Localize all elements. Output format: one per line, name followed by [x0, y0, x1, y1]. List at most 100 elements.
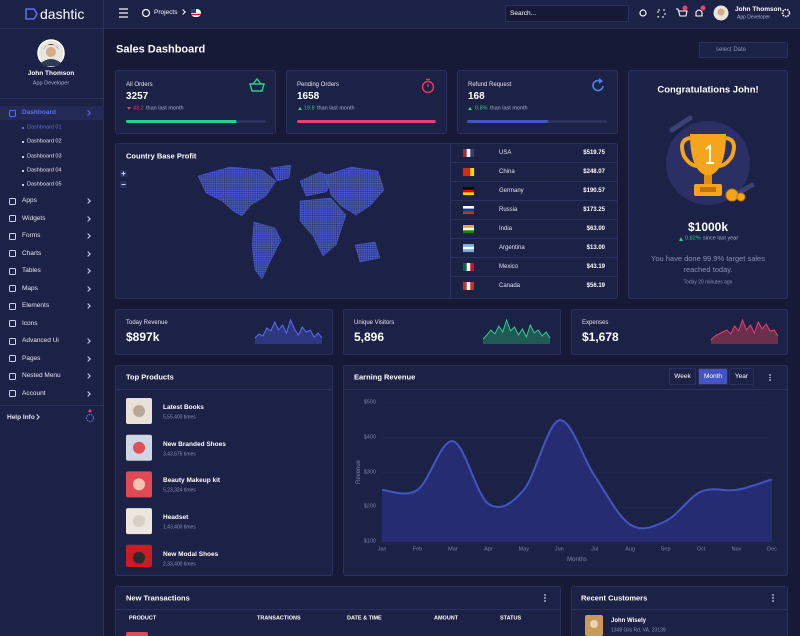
help-info[interactable]: Help Info — [7, 413, 35, 421]
x-tick-label: May — [518, 546, 530, 553]
top-user-role: App Developer — [737, 14, 771, 20]
submenu-item[interactable]: Dashboard 03 — [27, 153, 62, 160]
flag — [463, 282, 467, 290]
submenu-bullet — [22, 127, 24, 129]
progress-fill — [297, 120, 436, 123]
stat-change: 19.8 — [304, 104, 315, 111]
menu-item[interactable]: Nested Menu — [22, 371, 61, 379]
flag — [463, 244, 474, 247]
toggle-button-label[interactable]: Year — [734, 372, 749, 380]
sparkline-area — [711, 320, 778, 344]
map-region — [299, 197, 347, 257]
x-tick-label: Mar — [448, 546, 458, 553]
help-settings — [85, 413, 95, 423]
sidebar-divider — [0, 98, 104, 99]
trophy-plate — [700, 187, 716, 192]
menu-icon — [9, 197, 16, 205]
stat-value: 3257 — [126, 91, 149, 102]
stat-change: 43.2 — [133, 104, 144, 111]
menu-item[interactable]: Forms — [22, 231, 41, 239]
toggle-button[interactable] — [729, 368, 754, 385]
up-arrow — [298, 107, 302, 110]
projects-menu[interactable]: Projects — [154, 8, 178, 16]
product-count: 3,43,675 times — [163, 451, 196, 458]
map-region — [251, 221, 282, 280]
flag — [466, 263, 471, 271]
product-image-detail — [133, 405, 145, 417]
card-title: Top Products — [126, 372, 174, 382]
menu-active-bg — [0, 106, 104, 120]
country-profit: $190.57 — [583, 188, 605, 194]
menu-item[interactable]: Charts — [22, 249, 42, 257]
card-divider — [115, 609, 561, 610]
menu-item[interactable]: Widgets — [22, 214, 46, 222]
country-profit: $173.25 — [583, 207, 605, 213]
flag — [463, 189, 474, 193]
menu-icon — [9, 390, 16, 397]
sidebar-divider — [0, 405, 104, 406]
product-count: 5,23,324 times — [163, 487, 196, 494]
menu-item[interactable]: Account — [22, 389, 46, 397]
country-name: Germany — [499, 188, 524, 194]
product-name: New Modal Shoes — [163, 550, 219, 558]
flag — [463, 192, 474, 196]
menu-item[interactable]: Maps — [22, 284, 38, 292]
stat-card — [115, 70, 276, 134]
toggle-button-label[interactable]: Week — [674, 372, 691, 380]
menu-item[interactable]: Dashboard — [22, 108, 56, 116]
coin — [736, 192, 746, 202]
y-tick-label: $300 — [363, 468, 376, 475]
toggle-button[interactable] — [669, 368, 696, 385]
submenu-item[interactable]: Dashboard 02 — [27, 138, 62, 145]
submenu-item[interactable]: Dashboard 05 — [27, 181, 62, 188]
stat-value: 1658 — [297, 91, 320, 102]
congrats-title: Congratulations John! — [657, 84, 759, 96]
sparkline — [482, 318, 551, 340]
menu-item[interactable]: Advanced Ui — [22, 336, 59, 344]
product-count: 5,55,400 times — [163, 414, 196, 421]
progress-fill — [126, 120, 237, 123]
more-dot — [544, 600, 546, 602]
flag — [463, 225, 474, 228]
coin — [725, 188, 739, 202]
flag — [463, 168, 467, 176]
search-placeholder[interactable]: Search... — [510, 9, 537, 17]
flag — [463, 187, 474, 190]
date-placeholder[interactable]: select Date — [716, 47, 747, 53]
transactions-card — [115, 586, 561, 636]
toggle-button-label[interactable]: Month — [703, 372, 723, 380]
menu-item[interactable]: Elements — [22, 301, 50, 309]
country-name: USA — [499, 150, 512, 156]
toggle-button[interactable] — [698, 368, 728, 385]
country-profit: $56.19 — [586, 283, 605, 289]
search-box[interactable] — [505, 5, 629, 22]
menu-item[interactable]: Icons — [22, 319, 38, 327]
country-name: Russia — [499, 207, 518, 213]
x-tick-label: Nov — [731, 546, 742, 553]
menu-item[interactable]: Apps — [22, 196, 37, 204]
submenu-bullet — [22, 141, 24, 143]
theme-icon — [639, 9, 647, 17]
avatar-body — [41, 59, 61, 66]
product-thumb — [126, 632, 148, 636]
card-title: Recent Customers — [581, 593, 648, 603]
submenu-item[interactable]: Dashboard 04 — [27, 167, 62, 174]
menu-item[interactable]: Tables — [22, 266, 41, 274]
congrats-time: Today 20 minutes ago — [683, 279, 733, 286]
more-dot — [769, 376, 771, 378]
x-tick-label: Jun — [554, 546, 564, 553]
basket-icon — [249, 77, 265, 92]
page-title: Sales Dashboard — [116, 43, 206, 56]
settings-icon — [781, 8, 791, 18]
menu-icon — [9, 232, 16, 240]
more-dot — [772, 600, 774, 602]
menu-item[interactable]: Pages — [22, 354, 41, 362]
country-name: Argentina — [499, 245, 525, 251]
flag — [466, 149, 471, 157]
date-picker[interactable] — [699, 42, 788, 58]
y-tick-label: $500 — [363, 399, 376, 406]
avatar-hair — [43, 44, 59, 50]
submenu-item[interactable]: Dashboard 01 — [27, 124, 62, 131]
stat-title: All Orders — [126, 82, 153, 88]
